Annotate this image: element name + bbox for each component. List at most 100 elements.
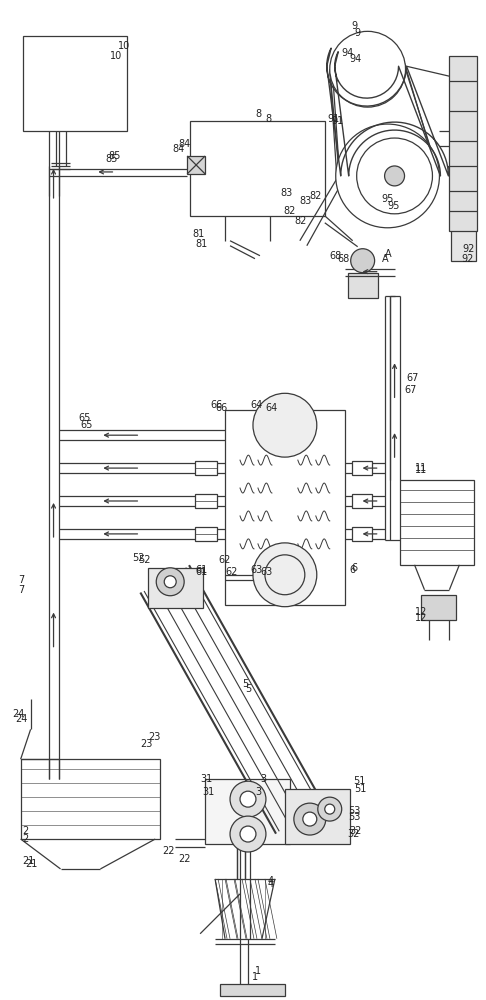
Circle shape: [384, 166, 404, 186]
Bar: [148, 568, 203, 608]
Text: 67: 67: [406, 373, 419, 383]
Text: 10: 10: [110, 51, 122, 61]
Bar: [187, 156, 205, 174]
Bar: [20, 759, 160, 839]
Text: 12: 12: [415, 607, 427, 617]
Text: 62: 62: [225, 567, 238, 577]
Text: 65: 65: [81, 420, 93, 430]
Text: 94: 94: [342, 48, 354, 58]
Text: 66: 66: [210, 400, 222, 410]
Text: 61: 61: [195, 565, 208, 575]
Bar: [23, 36, 127, 131]
Text: 21: 21: [26, 859, 38, 869]
Text: 1: 1: [252, 972, 258, 982]
Text: 6: 6: [352, 563, 358, 573]
Circle shape: [357, 138, 433, 214]
Circle shape: [330, 31, 405, 107]
Bar: [352, 494, 372, 508]
Text: 22: 22: [162, 846, 175, 856]
Bar: [421, 595, 456, 620]
Bar: [451, 101, 476, 261]
Text: 82: 82: [310, 191, 322, 201]
Text: 1: 1: [255, 966, 261, 976]
Text: 3: 3: [260, 774, 266, 784]
Bar: [362, 41, 380, 56]
Text: 82: 82: [295, 216, 307, 226]
Text: 10: 10: [119, 41, 131, 51]
Text: 23: 23: [148, 732, 161, 742]
Text: A: A: [384, 249, 391, 259]
Text: 24: 24: [13, 709, 25, 719]
Bar: [220, 984, 285, 996]
Text: 8: 8: [255, 109, 261, 119]
Text: 67: 67: [404, 385, 417, 395]
Text: 3: 3: [255, 787, 261, 797]
Text: 53: 53: [347, 812, 360, 822]
Text: 9: 9: [352, 21, 358, 31]
Bar: [352, 461, 372, 475]
Circle shape: [351, 249, 375, 273]
Text: 85: 85: [108, 151, 121, 161]
Bar: [285, 789, 350, 844]
Text: 23: 23: [140, 739, 153, 749]
Text: 2: 2: [23, 834, 29, 844]
Circle shape: [240, 791, 256, 807]
Text: 31: 31: [202, 787, 214, 797]
Text: 4: 4: [268, 876, 274, 886]
Text: 31: 31: [200, 774, 212, 784]
Circle shape: [253, 543, 317, 607]
Text: 91: 91: [332, 116, 344, 126]
Text: 63: 63: [250, 565, 262, 575]
Text: 24: 24: [16, 714, 28, 724]
Text: 68: 68: [338, 254, 350, 264]
Text: 64: 64: [265, 403, 277, 413]
Circle shape: [253, 393, 317, 457]
Text: 66: 66: [215, 403, 227, 413]
Text: 6: 6: [350, 565, 356, 575]
Text: 32: 32: [347, 829, 360, 839]
Text: 84: 84: [172, 144, 185, 154]
Bar: [450, 56, 477, 231]
Text: 11: 11: [415, 463, 427, 473]
Text: 9: 9: [355, 28, 361, 38]
Circle shape: [240, 826, 256, 842]
Text: 63: 63: [260, 567, 272, 577]
Text: 81: 81: [195, 239, 208, 249]
Text: 85: 85: [105, 154, 118, 164]
Circle shape: [230, 816, 266, 852]
Text: 4: 4: [268, 879, 274, 889]
Text: 91: 91: [328, 114, 340, 124]
Circle shape: [303, 812, 317, 826]
Text: 84: 84: [178, 139, 191, 149]
Text: 12: 12: [415, 613, 427, 623]
Text: 11: 11: [415, 465, 427, 475]
Text: 32: 32: [350, 826, 362, 836]
Circle shape: [294, 803, 326, 835]
Text: A: A: [382, 254, 388, 264]
Bar: [225, 410, 345, 605]
Text: 62: 62: [218, 555, 230, 565]
Text: 81: 81: [192, 229, 205, 239]
Text: 52: 52: [132, 553, 145, 563]
Circle shape: [336, 124, 439, 228]
Text: 51: 51: [355, 784, 367, 794]
Text: 92: 92: [462, 244, 475, 254]
Circle shape: [325, 804, 335, 814]
Text: 68: 68: [330, 251, 342, 261]
Text: 5: 5: [242, 679, 248, 689]
Circle shape: [156, 568, 184, 596]
Text: 51: 51: [354, 776, 366, 786]
Circle shape: [265, 555, 305, 595]
Text: 5: 5: [245, 684, 251, 694]
Bar: [190, 121, 325, 216]
Text: 92: 92: [461, 254, 474, 264]
Text: 7: 7: [18, 585, 25, 595]
Text: 82: 82: [283, 206, 295, 216]
Circle shape: [318, 797, 342, 821]
Bar: [205, 779, 290, 844]
Circle shape: [164, 576, 176, 588]
Bar: [352, 527, 372, 541]
Text: 53: 53: [347, 806, 360, 816]
Text: 83: 83: [280, 188, 292, 198]
Bar: [399, 480, 474, 565]
